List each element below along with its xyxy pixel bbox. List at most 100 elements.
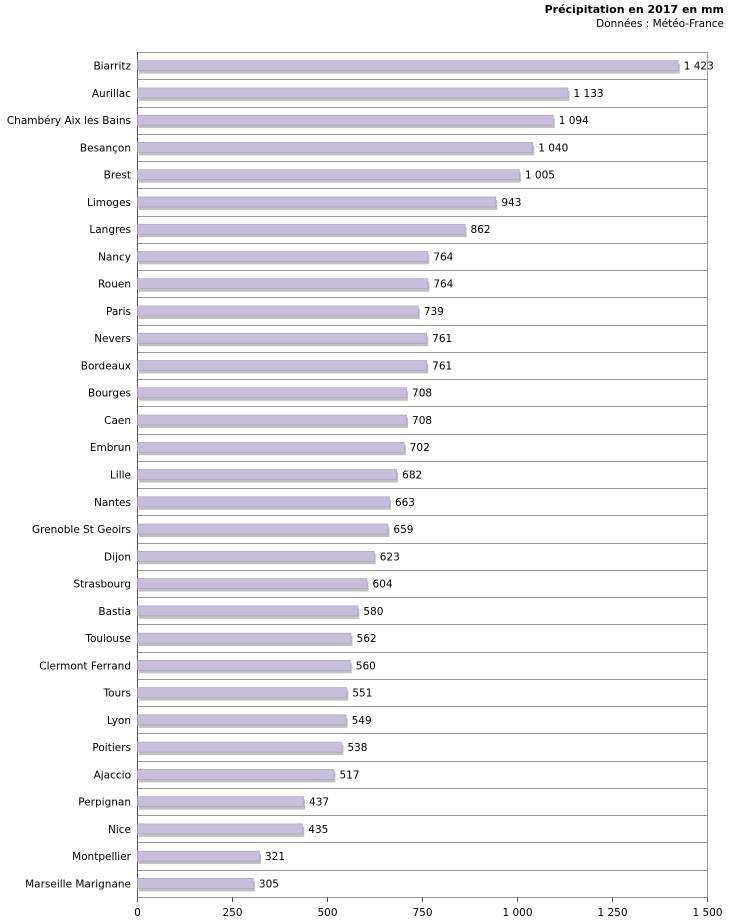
category-label: Lyon xyxy=(107,715,131,727)
category-label: Strasbourg xyxy=(73,579,131,591)
data-label: 943 xyxy=(501,197,521,209)
data-label: 862 xyxy=(471,224,491,236)
category-label: Bourges xyxy=(88,388,131,400)
category-label: Nantes xyxy=(94,497,131,509)
bar xyxy=(137,823,304,835)
data-label: 1 133 xyxy=(574,88,604,100)
category-label: Bastia xyxy=(98,606,131,618)
data-label: 659 xyxy=(393,524,413,536)
bar xyxy=(137,414,407,426)
bar xyxy=(137,196,497,208)
bar xyxy=(137,605,359,617)
bar xyxy=(137,114,554,126)
bar xyxy=(137,469,397,480)
data-label: 549 xyxy=(352,715,372,727)
category-label: Montpellier xyxy=(72,851,132,863)
data-label: 764 xyxy=(433,279,453,291)
data-label: 708 xyxy=(412,415,432,427)
category-label: Langres xyxy=(89,224,131,236)
category-label: Ajaccio xyxy=(94,769,131,781)
category-label: Nice xyxy=(108,824,131,836)
category-label: Brest xyxy=(104,170,131,182)
x-tick-label: 250 xyxy=(222,907,242,919)
data-label: 708 xyxy=(412,388,432,400)
category-label: Limoges xyxy=(87,197,131,209)
data-label: 437 xyxy=(309,797,329,809)
bar xyxy=(137,142,534,153)
data-label: 623 xyxy=(380,551,400,563)
bar xyxy=(137,850,260,862)
data-label: 321 xyxy=(265,851,285,863)
data-label: 604 xyxy=(373,579,393,591)
bar xyxy=(137,769,335,780)
category-label: Marseille Marignane xyxy=(25,878,131,890)
bar xyxy=(137,714,347,726)
data-label: 663 xyxy=(395,497,415,509)
data-label: 702 xyxy=(410,442,430,454)
data-label: 682 xyxy=(402,470,422,482)
bar xyxy=(137,332,427,344)
category-label: Perpignan xyxy=(78,797,131,809)
category-label: Toulouse xyxy=(84,633,131,645)
category-label: Bordeaux xyxy=(81,360,131,372)
data-label: 305 xyxy=(259,878,279,890)
category-label: Caen xyxy=(104,415,131,427)
x-tick-label: 1 000 xyxy=(502,907,532,919)
bar xyxy=(137,251,429,262)
bar xyxy=(137,523,389,535)
x-tick-label: 1 500 xyxy=(692,907,722,919)
bar xyxy=(137,796,304,807)
bar xyxy=(137,223,466,235)
x-tick-label: 500 xyxy=(317,907,337,919)
category-label: Biarritz xyxy=(93,61,131,73)
data-label: 764 xyxy=(433,251,453,263)
data-label: 1 040 xyxy=(538,142,568,154)
bar xyxy=(137,496,390,508)
category-label: Clermont Ferrand xyxy=(39,660,131,672)
data-label: 580 xyxy=(363,606,383,618)
bar xyxy=(137,387,407,399)
data-label: 435 xyxy=(308,824,328,836)
bar xyxy=(137,632,352,644)
category-label: Nancy xyxy=(98,251,131,263)
data-label: 1 423 xyxy=(684,61,714,73)
category-label: Paris xyxy=(106,306,131,318)
category-label: Embrun xyxy=(90,442,131,454)
data-label: 517 xyxy=(339,769,359,781)
data-label: 1 005 xyxy=(525,170,555,182)
category-label: Nevers xyxy=(94,333,131,345)
chart-title-block: Précipitation en 2017 en mm Données : Mé… xyxy=(545,3,724,31)
category-label: Poitiers xyxy=(92,742,131,754)
bar xyxy=(137,169,520,180)
category-label: Aurillac xyxy=(92,88,131,100)
bar xyxy=(137,441,405,453)
bar xyxy=(137,60,679,71)
bar xyxy=(137,278,429,289)
category-label: Grenoble St Geoirs xyxy=(32,524,131,536)
bar xyxy=(137,360,427,371)
bar xyxy=(137,87,569,99)
chart-subtitle: Données : Météo-France xyxy=(596,18,724,30)
chart-title: Précipitation en 2017 en mm xyxy=(544,3,724,16)
bar xyxy=(137,305,419,317)
data-label: 538 xyxy=(347,742,367,754)
category-label: Chambéry Aix les Bains xyxy=(7,115,131,127)
bar xyxy=(137,687,348,698)
data-label: 761 xyxy=(432,333,452,345)
bar xyxy=(137,578,368,589)
x-tick-label: 1 250 xyxy=(597,907,627,919)
category-label: Besançon xyxy=(80,142,131,154)
data-label: 761 xyxy=(432,360,452,372)
category-label: Tours xyxy=(103,688,132,700)
x-tick-label: 750 xyxy=(412,907,432,919)
x-tick-label: 0 xyxy=(134,907,141,919)
bar xyxy=(137,550,375,562)
data-label: 560 xyxy=(356,660,376,672)
data-label: 562 xyxy=(357,633,377,645)
bar xyxy=(137,660,351,671)
data-label: 739 xyxy=(424,306,444,318)
data-label: 551 xyxy=(352,688,372,700)
bar xyxy=(137,741,343,753)
category-label: Lille xyxy=(110,470,131,482)
